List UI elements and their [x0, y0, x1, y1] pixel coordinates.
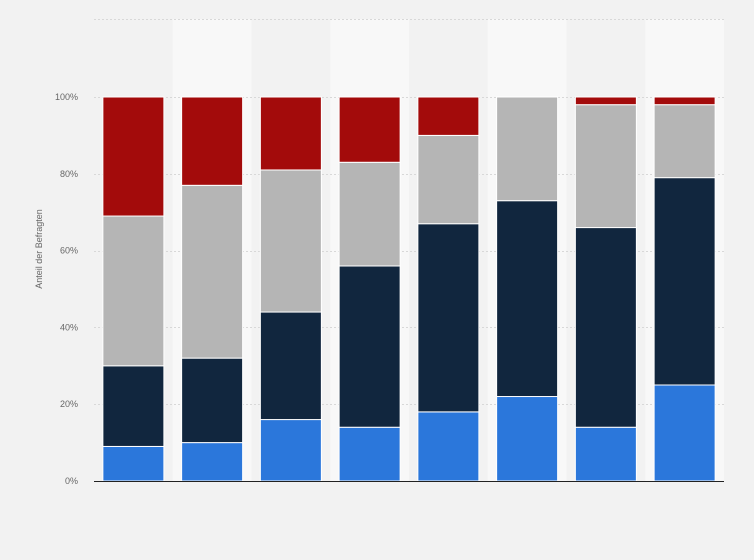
bar-segment: [417, 96, 480, 136]
bar-segment: [259, 311, 322, 421]
y-tick-label: 0%: [65, 476, 78, 486]
bar-segment: [653, 96, 716, 106]
bar-segment: [417, 411, 480, 482]
bar-segment: [338, 265, 401, 428]
y-tick-labels: 0% 20% 40% 60% 80% 100%: [55, 92, 78, 486]
bar-segment: [181, 357, 244, 444]
bar-segment: [574, 426, 637, 482]
bar-segment: [574, 96, 637, 106]
y-tick-label: 80%: [60, 169, 78, 179]
y-tick-label: 100%: [55, 92, 78, 102]
bar-segment: [338, 96, 401, 163]
bar-segment: [259, 419, 322, 482]
bar-segment: [496, 396, 559, 482]
bar-segment: [338, 161, 401, 267]
bar-segment: [574, 227, 637, 428]
y-axis-label: Anteil der Befragten: [34, 209, 44, 289]
bar-segment: [102, 96, 165, 217]
y-tick-label: 40%: [60, 322, 78, 332]
bar-segment: [102, 365, 165, 447]
bars: [102, 96, 716, 482]
bar-segment: [496, 96, 559, 202]
bar-segment: [181, 96, 244, 186]
bar-segment: [574, 104, 637, 229]
bar-segment: [417, 223, 480, 413]
bar-segment: [181, 442, 244, 482]
bar-segment: [259, 96, 322, 171]
bar-segment: [653, 384, 716, 482]
bar-segment: [496, 200, 559, 398]
bar-segment: [653, 104, 716, 179]
bar-segment: [653, 177, 716, 386]
bar-segment: [338, 426, 401, 482]
bar-segment: [102, 215, 165, 367]
bar-segment: [259, 169, 322, 313]
bar-segment: [181, 184, 244, 359]
bar-segment: [102, 445, 165, 482]
y-tick-label: 20%: [60, 399, 78, 409]
y-tick-label: 60%: [60, 246, 78, 256]
bar-segment: [417, 134, 480, 225]
